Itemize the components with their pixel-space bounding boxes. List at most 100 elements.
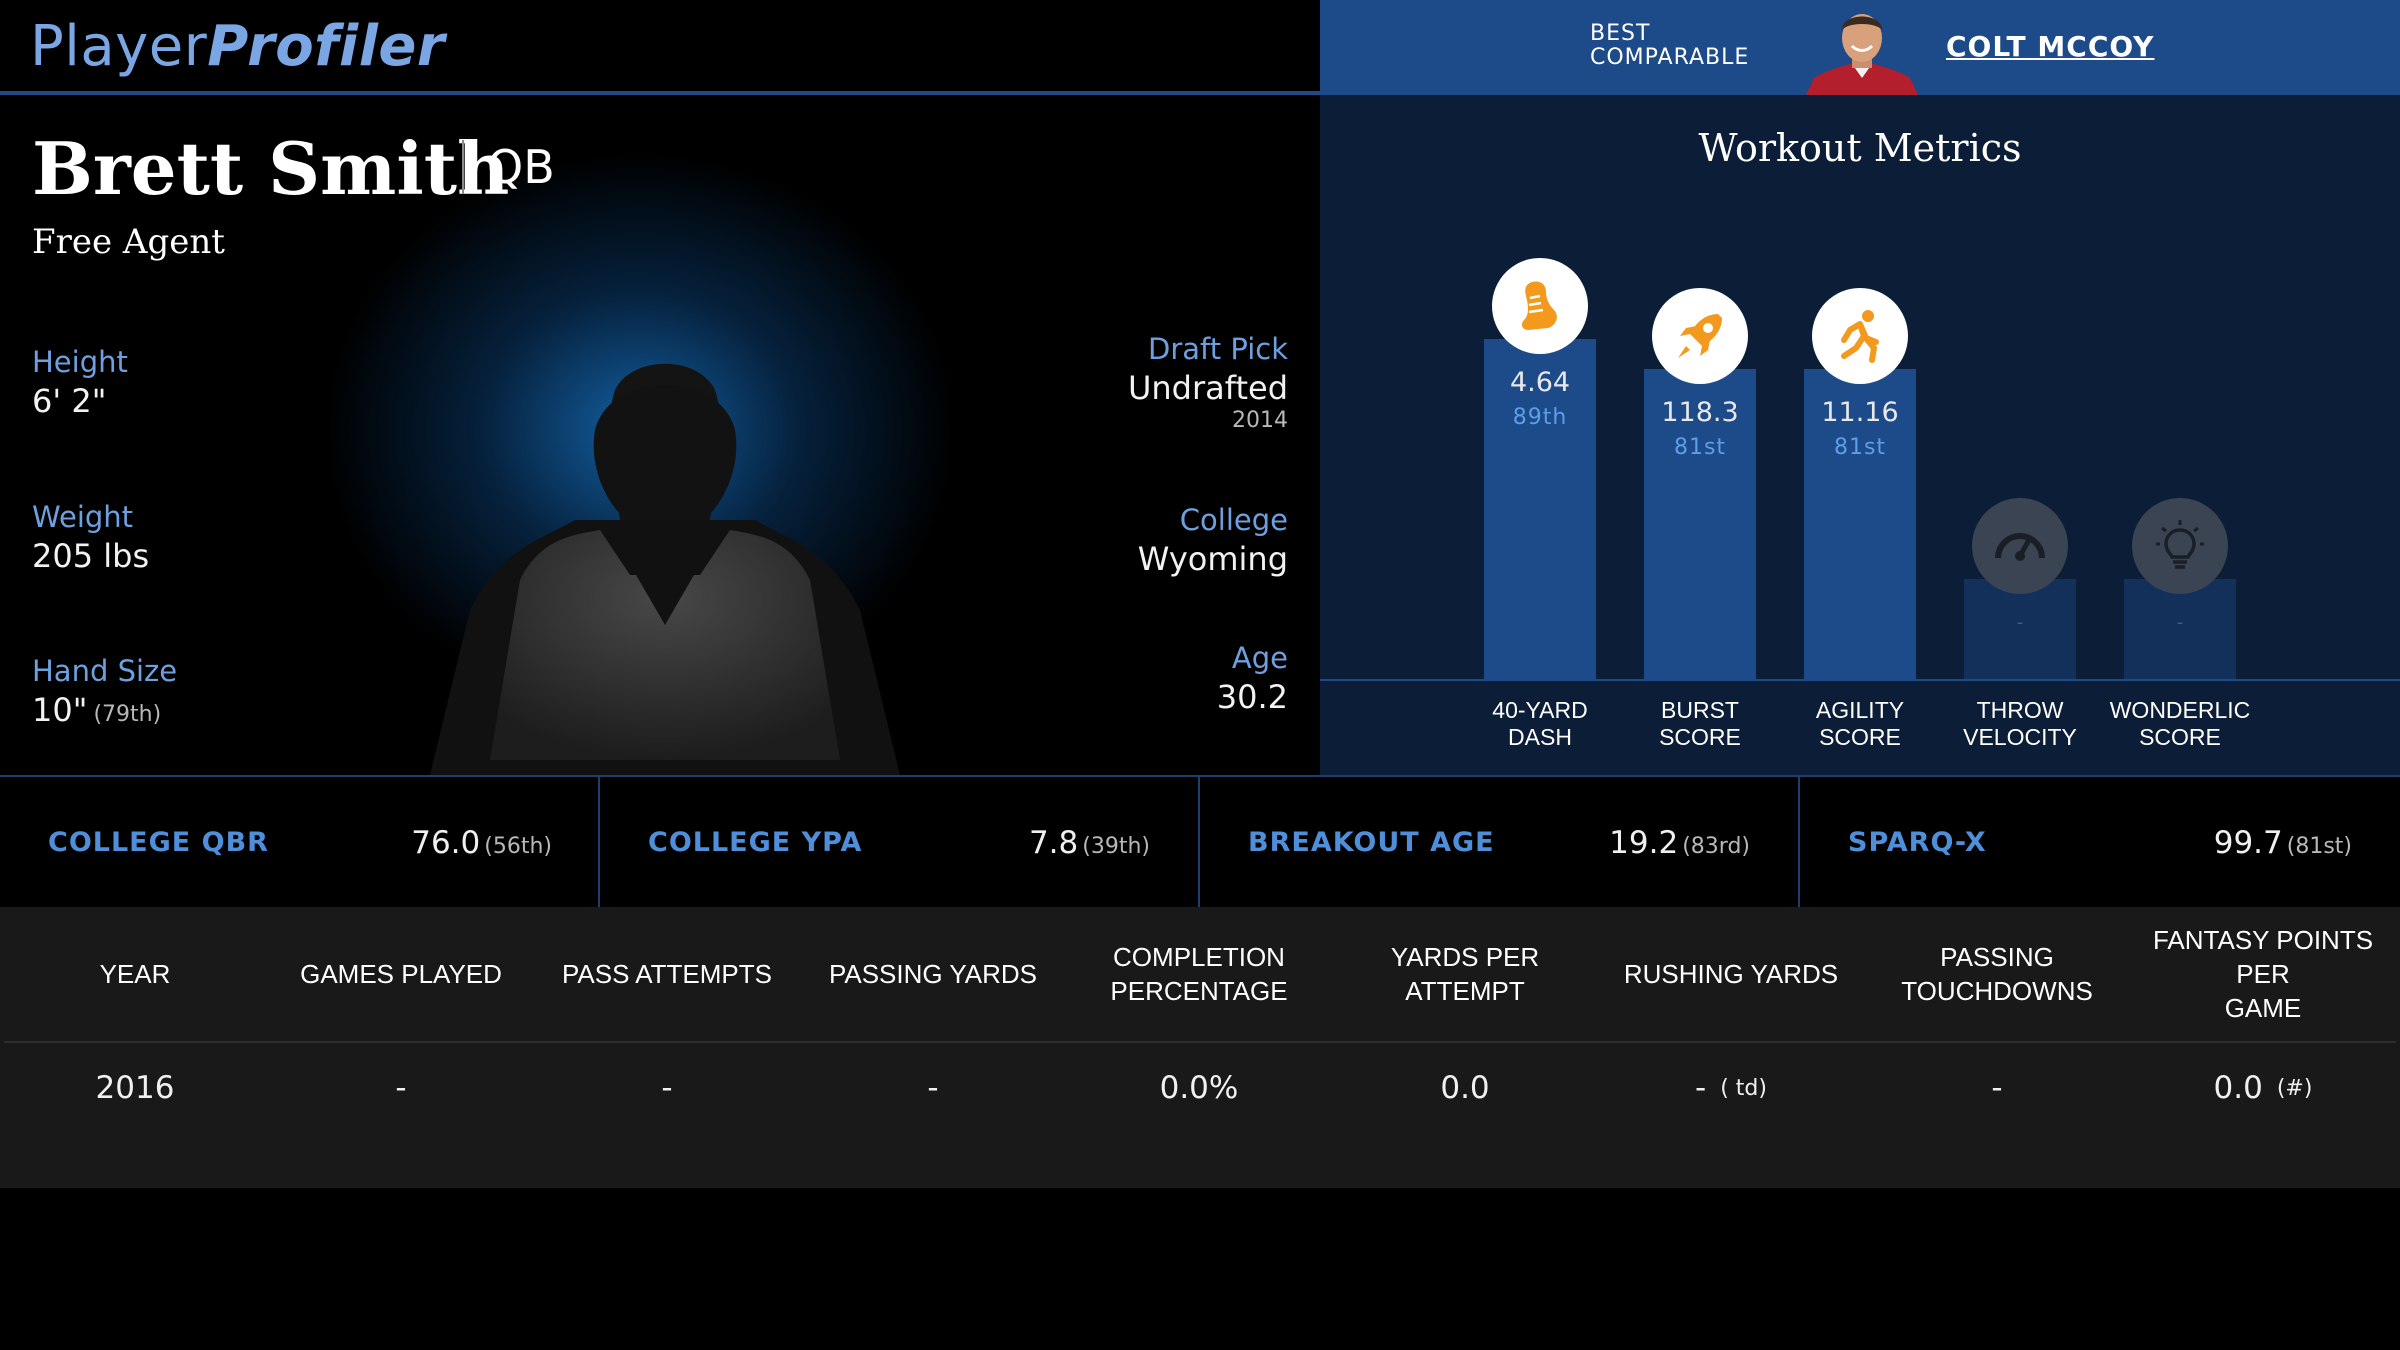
column-header-yards-per-attempt[interactable]: YARDS PER ATTEMPT: [1332, 907, 1598, 1041]
cell-rushing-td-note: ( td): [1720, 1075, 1767, 1101]
stat-number: 99.7: [2213, 825, 2283, 861]
stat-percentile: (81st): [2286, 834, 2352, 859]
runner-icon: [1812, 288, 1908, 384]
playerprofiler-logo[interactable]: PlayerProfiler: [30, 14, 445, 79]
stat-percentile: (39th): [1082, 834, 1150, 859]
metric-value: 4.64: [1509, 367, 1571, 398]
cell-rushing-yards-value: -: [1695, 1070, 1707, 1106]
column-header-text: PASSING YARDS: [828, 959, 1038, 989]
metric-percentile: 81st: [1673, 435, 1727, 460]
height-label: Height: [32, 345, 128, 379]
column-header-line-1: COMPLETION: [1113, 942, 1285, 972]
metric-label-line-2: DASH: [1508, 724, 1572, 750]
draft-pick-value: Undrafted: [1127, 369, 1288, 407]
stat-number: 19.2: [1609, 825, 1679, 861]
weight-label: Weight: [32, 500, 134, 534]
draft-year: 2014: [1232, 408, 1288, 433]
column-header-rushing-yards[interactable]: RUSHING YARDS: [1598, 907, 1864, 1041]
cell-passing-yards: -: [927, 1070, 939, 1106]
column-header-pass-attempts[interactable]: PASS ATTEMPTS: [534, 907, 800, 1041]
lightbulb-icon: [2132, 498, 2228, 594]
stat-percentile: (83rd): [1682, 834, 1750, 859]
metric-value: -: [2176, 612, 2184, 633]
stat-college-ypa: COLLEGE YPA 7.8 (39th): [598, 777, 1198, 907]
metrics-baseline: [1320, 679, 2400, 681]
cell-year: 2016: [95, 1070, 175, 1106]
speedometer-icon: [1972, 498, 2068, 594]
stat-number: 7.8: [1028, 825, 1079, 861]
hand-size-percentile: (79th): [93, 702, 162, 727]
rocket-icon: [1652, 288, 1748, 384]
column-header-passing-yards[interactable]: PASSING YARDS: [800, 907, 1066, 1041]
column-header-text: PASS ATTEMPTS: [562, 959, 772, 989]
metric-percentile: 89th: [1512, 405, 1568, 430]
stat-value: 76.0 (56th): [411, 825, 552, 861]
height-value: 6' 2": [32, 382, 107, 420]
logo-part-2: Profiler: [207, 14, 446, 79]
metric-label-burst-score: BURST SCORE: [1610, 697, 1790, 751]
metric-percentile: 81st: [1833, 435, 1887, 460]
stat-label: COLLEGE QBR: [48, 827, 269, 858]
best-comparable-line-2: COMPARABLE: [1590, 45, 1750, 70]
stat-label: SPARQ-X: [1848, 827, 1987, 858]
cell-games-played: -: [395, 1070, 407, 1106]
age-label: Age: [1231, 641, 1288, 675]
age-value: 30.2: [1216, 678, 1288, 716]
cell-yards-per-attempt: 0.0: [1440, 1070, 1490, 1106]
player-name: Brett Smith: [32, 126, 510, 211]
best-comparable-label: BEST COMPARABLE: [1590, 22, 1749, 70]
cell-fantasy-points-per-game: 0.0 (#): [2130, 1043, 2396, 1133]
metric-label-throw-velocity: THROW VELOCITY: [1930, 697, 2110, 751]
column-header-text: GAMES PLAYED: [300, 959, 502, 989]
column-header-line-1: FANTASY POINTS PER: [2152, 925, 2374, 989]
stat-college-qbr: COLLEGE QBR 76.0 (56th): [0, 777, 600, 907]
stat-percentile: (56th): [484, 834, 552, 859]
column-header-text: YEAR: [99, 959, 171, 989]
cell-completion-percentage: 0.0%: [1159, 1070, 1239, 1106]
player-team: Free Agent: [32, 222, 225, 262]
best-comparable-bar: BEST COMPARABLE COLT MCCOY: [1320, 0, 2400, 95]
stat-value: 7.8 (39th): [1029, 825, 1150, 861]
hand-size-label: Hand Size: [32, 654, 178, 688]
player-headshot-icon: [1806, 14, 1918, 95]
metric-label-line-1: 40-YARD: [1492, 697, 1588, 723]
table-row: 2016 - - - 0.0% 0.0 -( td) - 0.0 (#): [0, 1043, 2400, 1133]
stat-number: 76.0: [411, 825, 481, 861]
player-panel: PlayerProfiler Brett Smith QB Free Agent…: [0, 0, 1320, 775]
metric-label-agility-score: AGILITY SCORE: [1770, 697, 1950, 751]
cell-pass-attempts: -: [661, 1070, 673, 1106]
comparable-player-link[interactable]: COLT MCCOY: [1946, 30, 2155, 63]
metric-label-wonderlic-score: WONDERLIC SCORE: [2090, 697, 2270, 751]
stat-value: 99.7 (81st): [2214, 825, 2352, 861]
column-header-completion-percentage[interactable]: COMPLETION PERCENTAGE: [1066, 907, 1332, 1041]
stat-label: BREAKOUT AGE: [1248, 827, 1495, 858]
metric-label-line-1: AGILITY: [1815, 697, 1905, 723]
metric-bar: [1964, 579, 2076, 679]
metric-value: 118.3: [1661, 397, 1739, 428]
column-header-fantasy-points-per-game[interactable]: FANTASY POINTS PER GAME: [2130, 907, 2396, 1041]
stat-label: COLLEGE YPA: [648, 827, 863, 858]
metric-value: -: [2016, 612, 2024, 633]
name-divider: [462, 140, 464, 194]
best-comparable-line-1: BEST: [1590, 21, 1651, 46]
metric-label-line-1: THROW: [1976, 697, 2064, 723]
metric-label-line-2: SCORE: [1819, 724, 1901, 750]
column-header-year[interactable]: YEAR: [2, 907, 268, 1041]
column-header-passing-touchdowns[interactable]: PASSING TOUCHDOWNS: [1864, 907, 2130, 1041]
column-header-games-played[interactable]: GAMES PLAYED: [268, 907, 534, 1041]
shoe-icon: [1492, 258, 1588, 354]
hand-size-number: 10": [32, 691, 88, 729]
table-header: YEAR GAMES PLAYED PASS ATTEMPTS PASSING …: [0, 907, 2400, 1041]
metric-value: 11.16: [1821, 397, 1899, 428]
cell-rushing-yards: -( td): [1598, 1043, 1864, 1133]
metric-label-line-2: SCORE: [1659, 724, 1741, 750]
stat-value: 19.2 (83rd): [1609, 825, 1750, 861]
column-header-line-2: GAME: [2224, 993, 2302, 1023]
metric-label-40-yard-dash: 40-YARD DASH: [1450, 697, 1630, 751]
metric-label-line-2: VELOCITY: [1963, 724, 2077, 750]
college-label: College: [1179, 503, 1288, 537]
metric-label-line-2: SCORE: [2139, 724, 2221, 750]
season-stats-table: YEAR GAMES PLAYED PASS ATTEMPTS PASSING …: [0, 907, 2400, 1188]
cell-passing-touchdowns: -: [1991, 1070, 2003, 1106]
draft-pick-label: Draft Pick: [1148, 332, 1288, 366]
